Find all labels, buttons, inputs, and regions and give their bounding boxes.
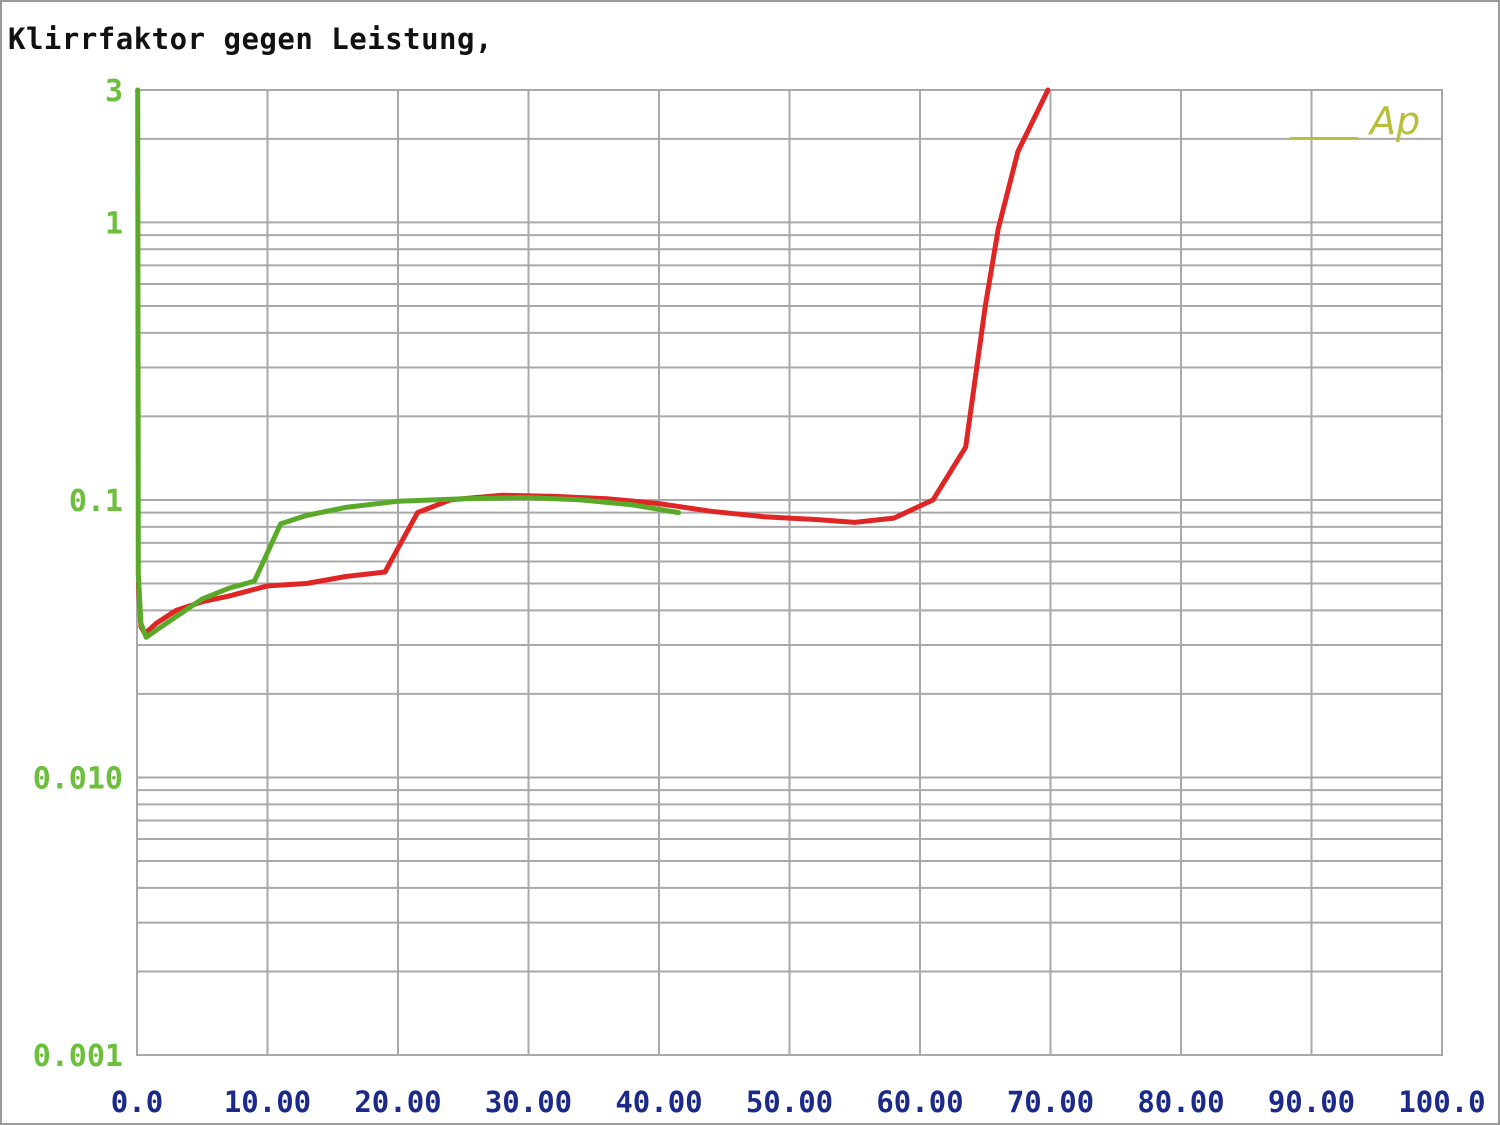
y-tick-label: 0.1 [69, 484, 123, 519]
y-tick-label: 3 [105, 74, 123, 109]
y-tick-label: 0.001 [33, 1039, 123, 1074]
x-tick-label: 20.00 [354, 1085, 441, 1119]
x-tick-label: 40.00 [615, 1085, 702, 1119]
x-tick-label: 90.00 [1268, 1085, 1355, 1119]
x-tick-label: 60.00 [876, 1085, 963, 1119]
x-tick-label: 10.00 [224, 1085, 311, 1119]
x-tick-label: 50.00 [746, 1085, 833, 1119]
chart-title: Klirrfaktor gegen Leistung, [8, 22, 493, 56]
x-axis-ticks: 0.0 10.00 20.00 30.00 40.00 50.00 60.00 70.00 80… [111, 1085, 1486, 1119]
x-tick-label: 0.0 [111, 1085, 163, 1119]
grid [136, 89, 1443, 1056]
y-axis-ticks: 3 1 0.1 0.010 0.001 [33, 74, 123, 1074]
ap-logo: Ap [1290, 99, 1420, 143]
x-tick-label: 30.00 [485, 1085, 572, 1119]
logo-text: Ap [1367, 99, 1420, 143]
x-tick-label: 80.00 [1137, 1085, 1224, 1119]
y-tick-label: 1 [105, 206, 123, 241]
y-tick-label: 0.010 [33, 761, 123, 796]
series-line-green [135, 87, 682, 640]
x-tick-label: 70.00 [1007, 1085, 1094, 1119]
series-lines [135, 87, 1051, 640]
x-tick-label: 100.0 [1398, 1085, 1485, 1119]
